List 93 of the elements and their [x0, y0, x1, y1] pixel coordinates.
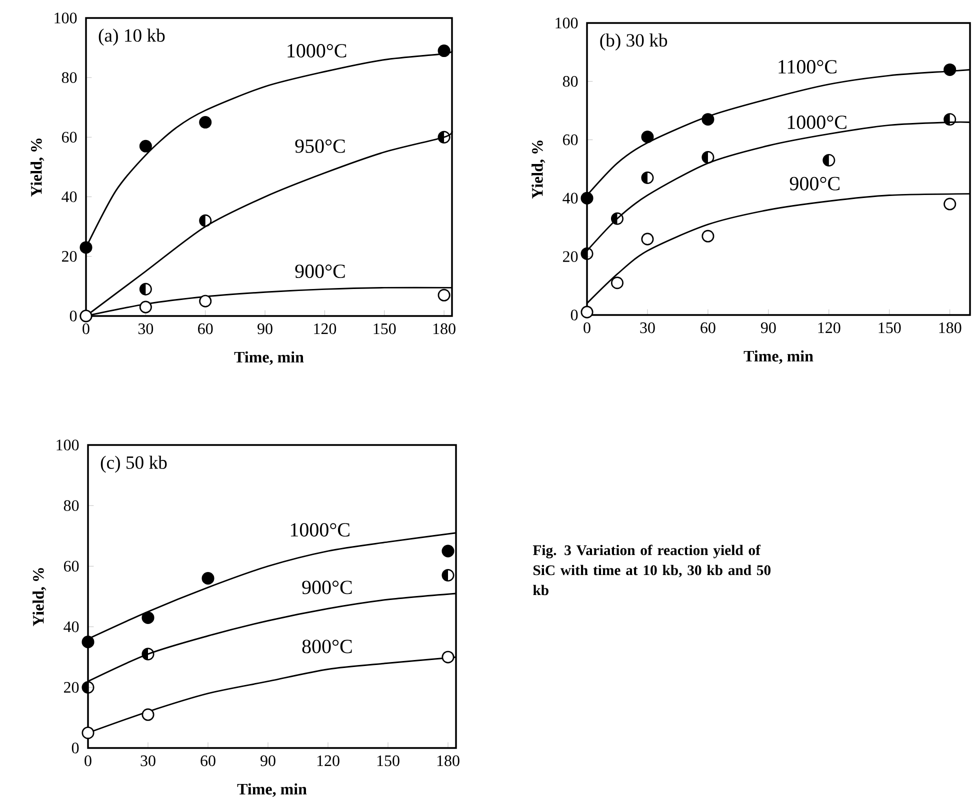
y-axis-title: Yield, %	[32, 568, 46, 626]
point	[139, 300, 152, 314]
point	[641, 171, 654, 184]
x-tick-label: 180	[433, 323, 456, 334]
y-tick-label: 0	[72, 742, 79, 754]
y-tick-label: 80	[64, 500, 79, 511]
x-tick-label: 180	[939, 322, 962, 334]
y-tick-label: 20	[64, 682, 79, 693]
point	[610, 276, 624, 290]
annotation: 1000°C	[290, 523, 350, 537]
point	[438, 288, 450, 302]
x-tick-label: 30	[140, 755, 156, 766]
y-tick-label: 40	[64, 621, 79, 632]
x-tick-label: 0	[84, 755, 92, 766]
x-tick-label: 90	[760, 322, 776, 334]
annotation: 900°C	[790, 176, 840, 190]
x-tick-label: 0	[584, 322, 590, 334]
y-tick-label: 20	[563, 251, 578, 262]
point	[822, 154, 836, 166]
y-axis-title: Yield, %	[532, 140, 546, 199]
point	[82, 681, 94, 694]
y-tick-label: 60	[62, 132, 77, 143]
point	[202, 572, 214, 585]
annotation: 950°C	[295, 139, 345, 153]
point	[438, 44, 450, 58]
y-tick-label: 20	[62, 250, 77, 262]
x-tick-label: 120	[818, 322, 840, 334]
x-tick-label: 30	[640, 322, 655, 334]
point	[702, 151, 714, 164]
annotation: 1100°C	[778, 60, 836, 74]
y-axis-title: Yield, %	[30, 138, 44, 197]
annotation: 800°C	[302, 640, 352, 654]
x-tick-label: 60	[200, 755, 216, 766]
point	[139, 140, 152, 152]
point	[199, 214, 212, 227]
point	[82, 636, 94, 648]
y-tick-label: 100	[56, 440, 79, 450]
x-tick-label: 150	[374, 323, 396, 334]
x-tick-label: 0	[82, 323, 90, 334]
x-tick-label: 120	[314, 323, 336, 334]
point	[199, 294, 212, 308]
point	[610, 212, 624, 225]
x-axis-title: Time, min	[234, 351, 304, 365]
y-tick-label: 40	[62, 191, 77, 202]
text: (b) 30 kb	[600, 34, 668, 50]
text: (c) 50 kb	[100, 456, 167, 473]
x-tick-label: 60	[700, 322, 716, 334]
y-tick-label: 0	[70, 310, 77, 322]
annotation: 900°C	[295, 264, 345, 278]
x-tick-label: 120	[317, 755, 340, 766]
point	[641, 232, 654, 246]
point	[142, 708, 154, 721]
caption: Fig. 3 Variation of reaction yield of SiC with time at 10 kb, 30 kb and 50 kb	[532, 544, 771, 596]
point	[142, 611, 154, 624]
x-tick-label: 150	[377, 755, 400, 766]
point	[438, 130, 450, 144]
x-tick-label: 90	[260, 755, 276, 766]
x-tick-label: 60	[198, 323, 213, 334]
point	[442, 569, 454, 582]
x-tick-label: 90	[258, 323, 272, 334]
x-axis-title: Time, min	[237, 783, 307, 797]
point	[580, 247, 594, 260]
point	[641, 130, 654, 144]
point	[80, 241, 92, 254]
point	[199, 116, 212, 129]
annotation: 1000°C	[288, 44, 346, 58]
point	[944, 63, 956, 76]
point	[82, 726, 94, 740]
text: (a) 10 kb	[98, 28, 165, 46]
x-tick-label: 180	[437, 755, 460, 766]
y-tick-label: 0	[570, 310, 578, 320]
point	[442, 650, 454, 664]
y-tick-label: 80	[62, 72, 77, 83]
x-axis-title: Time, min	[744, 350, 814, 364]
point	[142, 648, 154, 660]
y-tick-label: 60	[64, 560, 79, 572]
annotation: 900°C	[302, 580, 352, 594]
point	[944, 113, 956, 126]
point	[944, 198, 956, 210]
x-tick-label: 30	[138, 323, 154, 334]
x-tick-label: 150	[878, 322, 901, 334]
point	[702, 230, 714, 242]
y-tick-label: 100	[54, 12, 77, 24]
y-tick-label: 60	[562, 134, 578, 146]
y-tick-label: 100	[556, 18, 578, 28]
point	[702, 113, 714, 126]
point	[580, 192, 594, 204]
y-tick-label: 80	[562, 76, 578, 87]
point	[580, 306, 594, 318]
point	[442, 544, 454, 558]
point	[139, 282, 152, 296]
y-tick-label: 40	[562, 192, 578, 204]
annotation: 1000°C	[788, 116, 846, 130]
